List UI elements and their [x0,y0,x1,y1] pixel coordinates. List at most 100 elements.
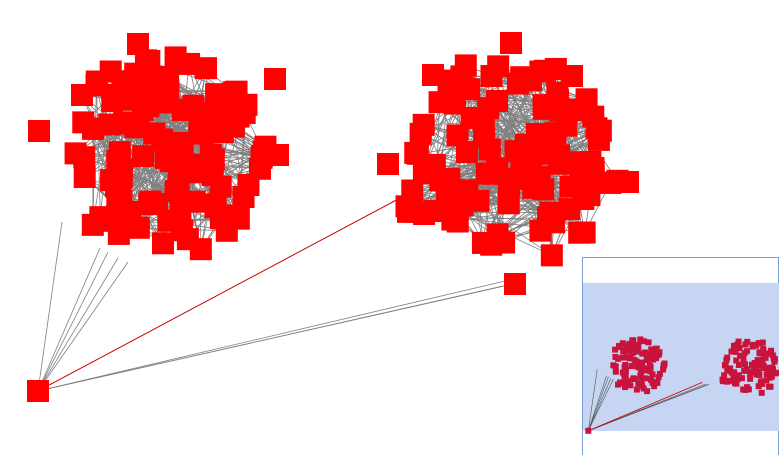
overview-node [737,353,743,359]
overview-node [634,387,640,393]
overview-node [723,357,729,363]
cluster-left-node [82,118,104,140]
overview-node [732,343,738,349]
overview-node [766,384,772,390]
cluster-left-node [233,186,255,208]
overview-node [627,355,633,361]
overview-node [641,385,647,391]
overview-node [733,381,739,387]
hub-edge [38,258,118,391]
cluster-right-node [487,55,509,77]
cluster-left-node [74,166,96,188]
rim-node [504,273,526,295]
cluster-right-node [441,70,463,92]
overview-node [759,390,765,396]
cluster-right-node [558,198,580,220]
cluster-right-node [526,123,548,145]
cluster-left-node [82,214,104,236]
cluster-left-node [128,115,150,137]
overview-node [763,377,769,383]
cluster-left-node [212,121,234,143]
overview-node [753,363,759,369]
overview-node [646,339,652,345]
cluster-right-node [486,90,508,112]
overview-node [630,376,636,382]
cluster-right-node [582,106,604,128]
rim-node [267,144,289,166]
rim-node [617,171,639,193]
cluster-left-node [128,217,150,239]
cluster-left-node [111,159,133,181]
overview-node [729,370,735,376]
cluster-left-node [192,123,214,145]
cluster-left-node [152,232,174,254]
hub-edge [38,252,108,391]
cluster-right-node [498,173,520,195]
overview-minimap[interactable] [582,257,779,455]
overview-node [747,376,753,382]
overview-node [635,342,641,348]
overview-node [755,369,761,375]
overview-node [742,361,748,367]
overview-node [770,352,776,358]
overview-node [739,375,745,381]
cluster-left-node [210,207,232,229]
overview-node [727,378,733,384]
overview-node [637,372,643,378]
overview-node [637,336,643,342]
cluster-left-node [195,57,217,79]
overview-node [613,363,619,369]
cluster-left-node [71,84,93,106]
overview-node [755,357,761,363]
cluster-right-node [541,244,563,266]
cluster-right-node [479,138,501,160]
overview-hub-edge [588,377,608,431]
overview-node [744,384,750,390]
hub-edge [38,222,62,391]
cluster-left-node [73,146,95,168]
overview-node [747,371,753,377]
overview-node [750,342,756,348]
cluster-right-node [467,190,489,212]
overview-node [656,374,662,380]
overview-hub-edge [588,376,606,431]
overview-node [650,380,656,386]
cluster-left-node [138,193,160,215]
rim-node [422,64,444,86]
overview-node [615,356,621,362]
overview-node [627,382,633,388]
cluster-right-node [550,153,572,175]
cluster-left-node [165,46,187,68]
overview-node [723,362,729,368]
hub-edge [38,281,505,391]
cluster-left-node [132,145,154,167]
overview-node [645,357,651,363]
overview-node [636,364,642,370]
overview-node [760,340,766,346]
cluster-left-node [102,210,124,232]
hub-edge [38,283,518,391]
rim-node [377,153,399,175]
cluster-left-node [157,66,179,88]
rim-node [264,68,286,90]
overview-node [612,347,618,353]
overview-node [620,381,626,387]
overview-node [744,339,750,345]
overview-node [760,346,766,352]
overview-node [639,378,645,384]
overview-node [756,383,762,389]
overview-nodes-layer [585,336,779,433]
overview-node [623,367,629,373]
overview-node [775,370,779,376]
cluster-right-node [407,143,429,165]
overview-hub-node [585,428,591,434]
rim-node [561,65,583,87]
cluster-right-node [498,192,520,214]
cluster-right-node [429,169,451,191]
overview-canvas [583,258,779,456]
cluster-right-node [510,66,532,88]
overview-node [613,369,619,375]
overview-node [624,348,630,354]
cluster-right-node [396,195,418,217]
cluster-left-node [177,228,199,250]
